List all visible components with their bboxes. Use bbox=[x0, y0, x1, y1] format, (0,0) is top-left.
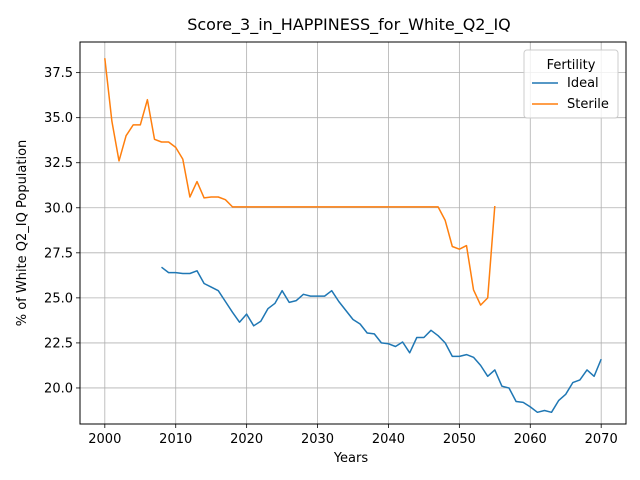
series-line-ideal bbox=[161, 266, 602, 414]
x-tick-label: 2070 bbox=[585, 432, 618, 447]
x-tick-label: 2020 bbox=[230, 432, 263, 447]
legend-items: Ideal Sterile bbox=[532, 76, 609, 112]
plot-series bbox=[104, 58, 602, 414]
x-axis-label: Years bbox=[333, 451, 369, 466]
plot-frame bbox=[79, 41, 627, 425]
y-tick-label: 30.0 bbox=[44, 201, 73, 216]
y-axis-ticks: 20.0 22.5 25.0 27.5 30.0 32.5 35.0 37.5 bbox=[44, 66, 80, 396]
legend-label-sterile: Sterile bbox=[567, 97, 609, 112]
y-axis-label: % of White Q2_IQ Population bbox=[15, 140, 30, 327]
x-tick-label: 2010 bbox=[159, 432, 192, 447]
y-tick-label: 27.5 bbox=[44, 246, 73, 261]
y-tick-label: 32.5 bbox=[44, 156, 73, 171]
grid-lines bbox=[80, 42, 626, 424]
y-tick-label: 25.0 bbox=[44, 291, 73, 306]
legend-label-ideal: Ideal bbox=[567, 76, 599, 91]
x-tick-label: 2040 bbox=[372, 432, 405, 447]
chart-title: Score_3_in_HAPPINESS_for_White_Q2_IQ bbox=[187, 15, 511, 35]
legend-title: Fertility bbox=[547, 58, 596, 73]
series-line-sterile bbox=[104, 58, 496, 306]
x-tick-label: 2000 bbox=[88, 432, 121, 447]
y-tick-label: 37.5 bbox=[44, 66, 73, 81]
x-tick-label: 2030 bbox=[301, 432, 334, 447]
y-tick-label: 22.5 bbox=[44, 336, 73, 351]
x-tick-label: 2060 bbox=[514, 432, 547, 447]
y-tick-label: 35.0 bbox=[44, 111, 73, 126]
y-tick-label: 20.0 bbox=[44, 381, 73, 396]
legend: Fertility Ideal Sterile bbox=[523, 49, 619, 119]
legend-box bbox=[523, 49, 619, 119]
x-tick-label: 2050 bbox=[443, 432, 476, 447]
x-axis-ticks: 2000 2010 2020 2030 2040 2050 2060 2070 bbox=[88, 424, 618, 447]
